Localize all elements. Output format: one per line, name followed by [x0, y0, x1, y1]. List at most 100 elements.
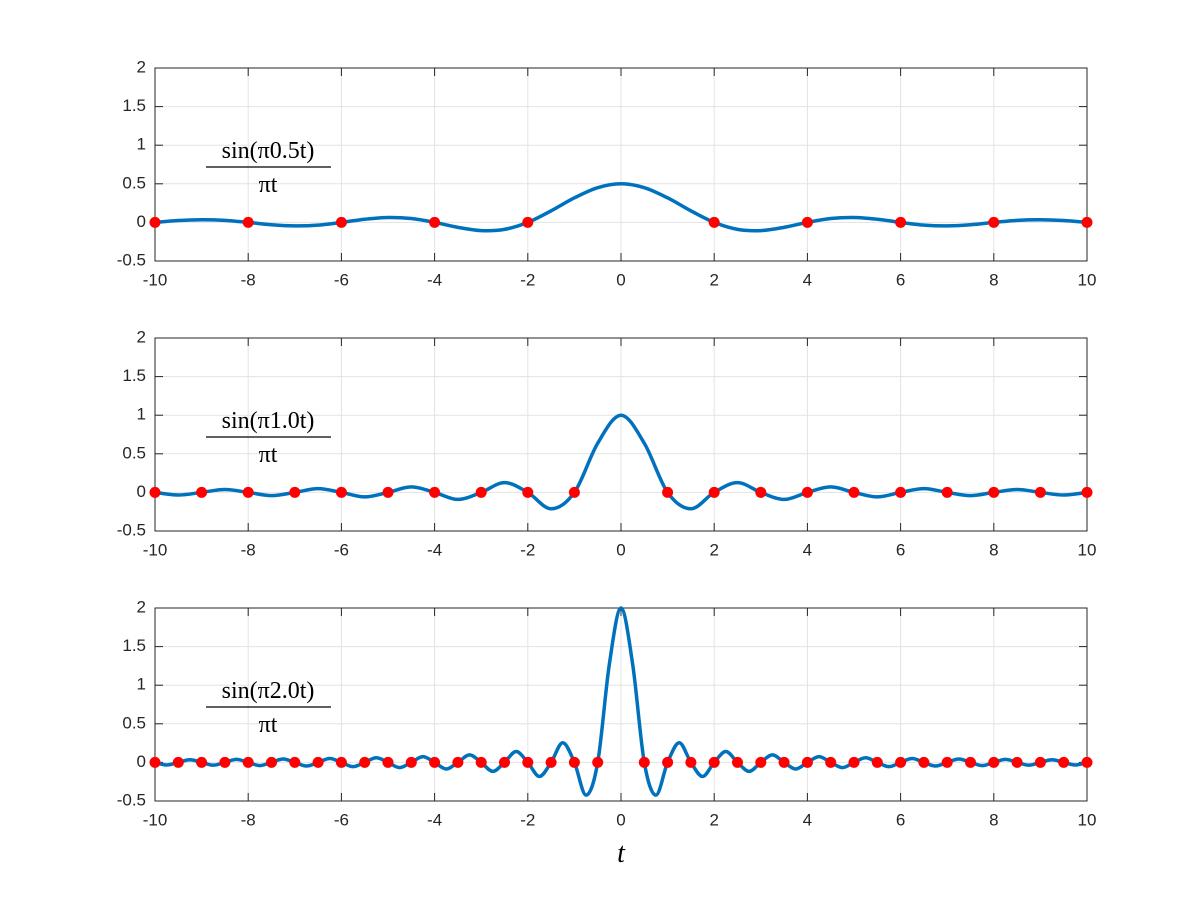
axes-box	[154, 337, 1088, 532]
y-tick-label: 0	[137, 212, 146, 231]
marker	[522, 756, 534, 768]
x-tick-label: 4	[803, 540, 812, 559]
marker	[405, 756, 417, 768]
marker	[778, 756, 790, 768]
marker	[149, 756, 161, 768]
y-tick-label: 2	[137, 57, 146, 76]
marker	[196, 756, 208, 768]
marker	[871, 756, 883, 768]
marker	[662, 756, 674, 768]
marker	[1034, 756, 1046, 768]
marker	[149, 486, 161, 498]
marker	[801, 486, 813, 498]
marker	[755, 756, 767, 768]
marker	[429, 486, 441, 498]
y-tick-label: 0.5	[122, 443, 146, 462]
marker	[499, 756, 510, 768]
x-tick-label: 6	[896, 270, 905, 289]
y-tick-label: -0.5	[117, 250, 146, 269]
curve	[154, 606, 1088, 797]
marker	[335, 216, 347, 228]
marker	[359, 756, 371, 768]
x-tick-label: 8	[989, 810, 998, 829]
marker	[662, 486, 674, 498]
marker	[475, 486, 487, 498]
marker	[568, 756, 580, 768]
x-tick-label: -8	[241, 540, 256, 559]
marker	[335, 756, 347, 768]
marker	[429, 216, 441, 228]
x-tick-label: -2	[520, 270, 535, 289]
axes-box	[154, 67, 1088, 262]
y-tick-label: 1.5	[122, 96, 146, 115]
y-tick-label: 1.5	[122, 366, 146, 385]
marker	[708, 216, 720, 228]
marker	[801, 216, 813, 228]
marker	[1081, 756, 1093, 768]
annotation-numerator: sin(π0.5t)	[222, 138, 315, 164]
marker	[172, 756, 184, 768]
x-tick-label: 8	[989, 540, 998, 559]
marker	[382, 486, 394, 498]
marker	[848, 486, 860, 498]
marker	[475, 756, 487, 768]
marker	[522, 216, 534, 228]
x-tick-label: 10	[1078, 270, 1097, 289]
marker	[312, 756, 324, 768]
marker	[825, 756, 837, 768]
x-tick-label: -4	[427, 540, 442, 559]
x-tick-label: 2	[709, 540, 718, 559]
marker	[242, 756, 254, 768]
y-tick-label: -0.5	[117, 520, 146, 539]
x-tick-label: -10	[143, 540, 168, 559]
marker	[289, 756, 301, 768]
x-tick-label: 0	[616, 540, 625, 559]
marker	[196, 486, 208, 498]
annotation-numerator: sin(π1.0t)	[222, 408, 315, 434]
marker	[988, 756, 1000, 768]
marker	[1011, 756, 1023, 768]
y-tick-label: 2	[137, 597, 146, 616]
marker	[895, 486, 907, 498]
x-tick-label: -2	[520, 540, 535, 559]
y-tick-label: 0.5	[122, 713, 146, 732]
marker	[545, 756, 557, 768]
x-tick-label: 10	[1078, 540, 1097, 559]
x-tick-label: 6	[896, 540, 905, 559]
marker	[708, 756, 720, 768]
marker	[1034, 486, 1046, 498]
y-tick-label: 1	[137, 405, 146, 424]
marker	[335, 486, 347, 498]
marker	[988, 486, 1000, 498]
marker	[242, 486, 254, 498]
marker	[988, 216, 1000, 228]
y-tick-label: -0.5	[117, 790, 146, 809]
x-tick-label: -2	[520, 810, 535, 829]
x-tick-label: -6	[334, 810, 349, 829]
y-tick-label: 2	[137, 327, 146, 346]
x-tick-label: 0	[616, 810, 625, 829]
x-tick-label: 2	[709, 270, 718, 289]
y-tick-label: 0	[137, 482, 146, 501]
marker	[592, 756, 604, 768]
x-tick-label: -4	[427, 810, 442, 829]
x-tick-label: 10	[1078, 810, 1097, 829]
y-tick-label: 0.5	[122, 173, 146, 192]
x-axis-label: t	[617, 838, 626, 869]
x-tick-label: -6	[334, 270, 349, 289]
x-tick-label: -10	[143, 270, 168, 289]
x-tick-label: -4	[427, 270, 442, 289]
x-tick-label: 4	[803, 810, 812, 829]
subplot: -10 -8 -6 -4 -2 0 2 4 6 8 10 -0.5 0 0.5 1 1.5 2 sin(π0.5t…	[117, 57, 1097, 289]
marker	[1081, 486, 1093, 498]
marker	[568, 486, 580, 498]
marker	[895, 756, 907, 768]
marker	[149, 216, 161, 228]
marker	[732, 756, 743, 768]
marker	[965, 756, 976, 768]
x-tick-label: 0	[616, 270, 625, 289]
marker	[522, 486, 534, 498]
marker	[801, 756, 813, 768]
marker	[708, 486, 720, 498]
